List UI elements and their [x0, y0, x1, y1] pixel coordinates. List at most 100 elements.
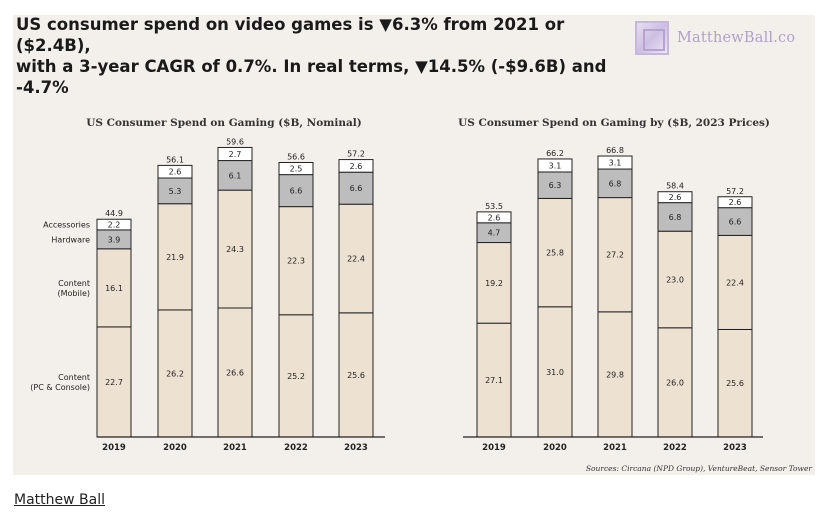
bar-segment-mobile [217, 189, 253, 309]
x-tick-label: 2020 [543, 443, 567, 453]
segment-value-label: 21.9 [166, 253, 184, 262]
bar-segment-accessories [338, 159, 374, 173]
segment-value-label: 2.7 [229, 150, 242, 159]
bar-segment-pc [657, 327, 693, 438]
segment-value-label: 27.2 [606, 251, 624, 260]
x-tick-label: 2019 [102, 443, 126, 453]
category-label-line: Content [58, 373, 90, 382]
bar-segment-pc [338, 312, 374, 438]
headline: US consumer spend on video games is ▼6.3… [16, 14, 636, 98]
segment-value-label: 22.7 [105, 378, 123, 387]
segment-value-label: 19.2 [485, 279, 503, 288]
segment-value-label: 3.1 [549, 161, 562, 170]
x-tick-label: 2023 [344, 443, 368, 453]
segment-value-label: 2.6 [488, 213, 501, 222]
segment-value-label: 3.1 [609, 159, 622, 168]
segment-value-label: 22.4 [347, 255, 365, 264]
bar-total-label: 57.2 [347, 150, 365, 159]
bar-segment-pc [717, 328, 753, 438]
bar-segment-mobile [278, 206, 314, 316]
segment-value-label: 6.6 [350, 184, 363, 193]
bar-segment-mobile [157, 203, 193, 311]
x-tick-label: 2022 [663, 443, 687, 453]
bar-segment-mobile [476, 242, 512, 324]
bar-total-label: 56.6 [287, 152, 305, 161]
category-label-line: Hardware [51, 235, 90, 244]
segment-value-label: 6.6 [290, 187, 303, 196]
nominal-spend-chart: US Consumer Spend on Gaming ($B, Nominal… [30, 117, 385, 453]
bar-segment-hardware [338, 171, 374, 205]
segment-value-label: 22.4 [726, 278, 744, 287]
bar-total-label: 66.8 [606, 146, 624, 155]
segment-value-label: 2.6 [729, 198, 742, 207]
segment-value-label: 25.2 [287, 372, 305, 381]
category-label-line: (PC & Console) [30, 383, 90, 392]
bar-segment-mobile [96, 248, 132, 328]
headline-line-2: with a 3-year CAGR of 0.7%. In real term… [16, 57, 607, 97]
headline-line-1: US consumer spend on video games is ▼6.3… [16, 15, 565, 55]
segment-value-label: 6.6 [729, 218, 742, 227]
bar-segment-hardware [217, 160, 253, 191]
segment-value-label: 6.8 [609, 179, 622, 188]
bar-segment-hardware [157, 177, 193, 205]
segment-value-label: 24.3 [226, 245, 244, 254]
bar-segment-mobile [717, 234, 753, 330]
category-label-accessories: Accessories [43, 221, 90, 230]
segment-value-label: 29.8 [606, 370, 624, 379]
x-tick-label: 2022 [284, 443, 308, 453]
bar-segment-pc [96, 326, 132, 438]
category-label-line: Accessories [43, 221, 90, 230]
bar-total-label: 58.4 [666, 182, 684, 191]
bar-segment-accessories [537, 158, 573, 173]
bar-segment-accessories [217, 146, 253, 162]
segment-value-label: 25.6 [726, 379, 744, 388]
bar-segment-accessories [657, 191, 693, 204]
logo-mark-icon [635, 21, 669, 55]
segment-value-label: 26.6 [226, 368, 244, 377]
segment-value-label: 6.8 [669, 213, 682, 222]
bar-total-label: 59.6 [226, 137, 244, 146]
source-note: Sources: Circana (NPD Group), VentureBea… [586, 464, 812, 473]
bar-segment-mobile [597, 197, 633, 313]
bar-segment-accessories [278, 161, 314, 176]
segment-value-label: 6.1 [229, 171, 242, 180]
bar-segment-pc [278, 314, 314, 438]
segment-value-label: 6.3 [549, 181, 562, 190]
category-label-pc: Content (PC & Console) [30, 373, 90, 392]
bar-segment-mobile [338, 203, 374, 314]
segment-value-label: 3.9 [108, 235, 121, 244]
author-link[interactable]: Matthew Ball [14, 492, 105, 508]
segment-value-label: 23.0 [666, 276, 684, 285]
logo-text: MatthewBall.co [677, 30, 796, 46]
segment-value-label: 22.3 [287, 257, 305, 266]
segment-value-label: 2.2 [108, 221, 121, 230]
chart-title: US Consumer Spend on Gaming ($B, Nominal… [86, 117, 362, 129]
bar-segment-accessories [717, 196, 753, 209]
bar-segment-accessories [476, 211, 512, 224]
bar-segment-accessories [597, 155, 633, 170]
segment-value-label: 26.2 [166, 369, 184, 378]
x-tick-label: 2023 [723, 443, 747, 453]
bar-segment-accessories [157, 164, 193, 179]
bar-segment-hardware [717, 207, 753, 236]
bar-total-label: 66.2 [546, 149, 564, 158]
segment-value-label: 2.6 [169, 168, 182, 177]
real-spend-chart: US Consumer Spend on Gaming by ($B, 2023… [458, 117, 770, 453]
bar-segment-pc [597, 311, 633, 438]
bar-segment-mobile [537, 197, 573, 308]
x-tick-label: 2020 [163, 443, 187, 453]
bar-segment-pc [157, 309, 193, 438]
segment-value-label: 26.0 [666, 378, 684, 387]
segment-value-label: 2.6 [350, 162, 363, 171]
category-label-line: Content [58, 279, 90, 288]
segment-value-label: 25.8 [546, 249, 564, 258]
bar-segment-mobile [657, 230, 693, 329]
bar-segment-pc [476, 322, 512, 438]
bar-total-label: 57.2 [726, 187, 744, 196]
segment-value-label: 2.5 [290, 165, 303, 174]
segment-value-label: 27.1 [485, 376, 503, 385]
segment-value-label: 4.7 [488, 229, 501, 238]
bar-total-label: 53.5 [485, 202, 503, 211]
bar-segment-accessories [96, 218, 132, 231]
